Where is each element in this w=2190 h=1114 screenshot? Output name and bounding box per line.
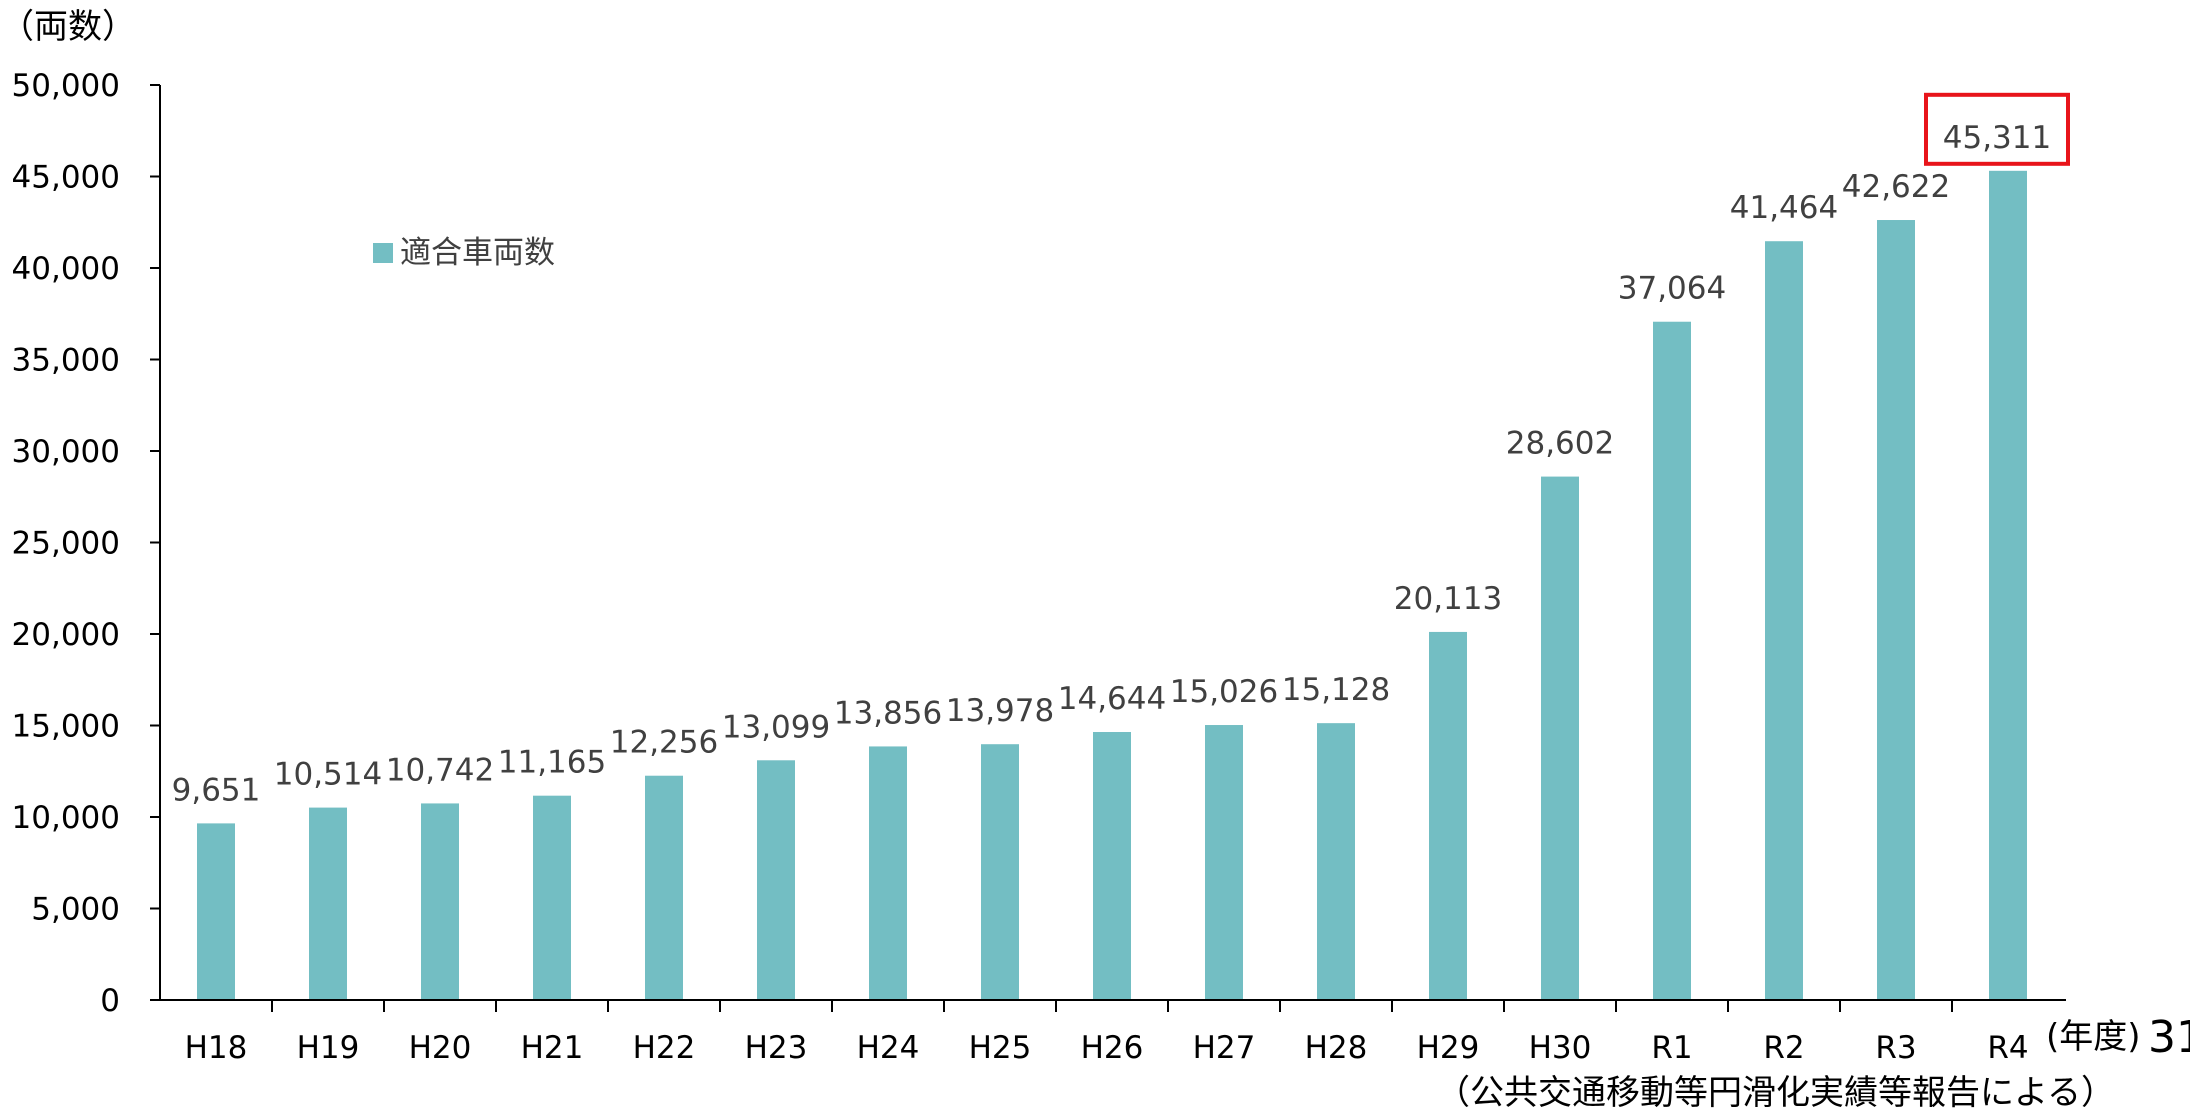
x-tick-label: H24	[857, 1030, 920, 1066]
bar	[1989, 170, 2027, 1000]
bar	[869, 746, 907, 1000]
data-label: 10,514	[274, 757, 382, 793]
y-tick-label: 5,000	[31, 892, 120, 928]
data-label: 14,644	[1058, 681, 1166, 717]
x-tick-label: H27	[1193, 1030, 1256, 1066]
y-tick-label: 10,000	[12, 800, 120, 836]
bar	[533, 795, 571, 1000]
bar	[757, 760, 795, 1000]
data-label: 28,602	[1506, 426, 1614, 462]
data-label: 9,651	[172, 772, 261, 808]
bar	[1765, 241, 1803, 1000]
y-tick-label: 30,000	[12, 434, 120, 470]
bar	[1877, 220, 1915, 1000]
bar	[1205, 725, 1243, 1000]
x-tick-label: H19	[297, 1030, 360, 1066]
y-tick-label: 35,000	[12, 343, 120, 379]
data-label: 15,128	[1282, 672, 1390, 708]
data-label: 13,099	[722, 709, 830, 745]
x-tick-label: H28	[1305, 1030, 1368, 1066]
bar	[1093, 732, 1131, 1000]
y-tick-label: 45,000	[12, 160, 120, 196]
x-tick-label: H25	[969, 1030, 1032, 1066]
source-note: （公共交通移動等円滑化実績等報告による）	[1436, 1073, 2115, 1113]
y-tick-label: 20,000	[12, 617, 120, 653]
data-label: 37,064	[1618, 271, 1726, 307]
bar	[1317, 723, 1355, 1000]
x-tick-label: H29	[1417, 1030, 1480, 1066]
data-label: 11,165	[498, 745, 606, 781]
x-tick-label: H30	[1529, 1030, 1592, 1066]
y-tick-label: 40,000	[12, 251, 120, 287]
y-tick-label: 25,000	[12, 526, 120, 562]
bar	[981, 744, 1019, 1000]
bar	[1653, 321, 1691, 1001]
y-tick-label: 15,000	[12, 709, 120, 745]
legend-label: 適合車両数	[400, 235, 555, 271]
bar	[1429, 631, 1467, 1000]
bar	[1541, 476, 1579, 1001]
bar	[421, 803, 459, 1000]
x-unit-label: (年度)	[2046, 1017, 2141, 1057]
x-tick-label: H22	[633, 1030, 696, 1066]
data-label: 13,856	[834, 695, 942, 731]
x-tick-label: H20	[409, 1030, 472, 1066]
x-tick-label: H23	[745, 1030, 808, 1066]
y-tick-label: 50,000	[12, 68, 120, 104]
x-tick-label: R4	[1987, 1030, 2028, 1066]
x-tick-label: R3	[1875, 1030, 1916, 1066]
data-label: 13,978	[946, 693, 1054, 729]
data-label: 15,026	[1170, 674, 1278, 710]
x-tick-label: R1	[1651, 1030, 1692, 1066]
x-tick-label: H21	[521, 1030, 584, 1066]
page-number: 31	[2148, 1012, 2190, 1063]
x-tick-label: H26	[1081, 1030, 1144, 1066]
x-tick-label: H18	[185, 1030, 248, 1066]
y-unit-label: （両数）	[0, 7, 136, 47]
data-label: 12,256	[610, 725, 718, 761]
data-label: 10,742	[386, 752, 494, 788]
y-axis: 0 5,000 10,000 15,000 20,000 25,000 30,000 35,0…	[12, 68, 161, 1019]
bar	[645, 775, 683, 1000]
x-axis: H18 H19 H20 H21 H22 H23 H24 H25 H26 H27 H28 H29 H30 R…	[160, 999, 2066, 1066]
data-label: 42,622	[1842, 169, 1950, 205]
legend-swatch	[373, 243, 393, 263]
x-tick-label: R2	[1763, 1030, 1804, 1066]
y-tick-label: 0	[100, 983, 120, 1019]
data-label: 41,464	[1730, 190, 1838, 226]
data-label: 45,311	[1943, 120, 2051, 156]
highlight-box	[1924, 92, 2070, 166]
bar	[197, 823, 235, 1000]
data-label: 20,113	[1394, 581, 1502, 617]
bar	[309, 807, 347, 1000]
